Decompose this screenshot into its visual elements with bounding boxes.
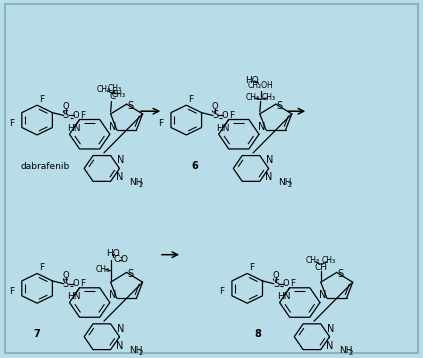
Text: N: N [265, 172, 272, 182]
Text: F: F [229, 111, 234, 120]
Text: F: F [39, 263, 44, 272]
Text: HN: HN [67, 292, 80, 301]
Text: NH: NH [339, 346, 352, 355]
Text: CH₂OH: CH₂OH [248, 81, 274, 91]
Text: C: C [109, 92, 115, 101]
Text: F: F [290, 279, 295, 288]
Text: O: O [221, 111, 228, 120]
Text: HN: HN [216, 124, 229, 133]
Text: F: F [80, 111, 85, 120]
Text: S: S [63, 111, 69, 120]
Text: CH₃: CH₃ [96, 265, 110, 274]
Text: CH₃: CH₃ [262, 93, 276, 102]
Text: S: S [273, 279, 279, 289]
Text: CH₃: CH₃ [108, 84, 122, 93]
Text: S: S [276, 101, 282, 111]
Text: S: S [337, 269, 343, 279]
Text: CH₃: CH₃ [112, 90, 126, 99]
Text: C: C [114, 255, 120, 264]
Text: N: N [116, 340, 124, 350]
Text: HO: HO [106, 249, 120, 258]
Text: O: O [273, 271, 279, 280]
Text: F: F [188, 95, 193, 104]
Text: 2: 2 [138, 182, 143, 188]
Text: NH: NH [129, 346, 143, 355]
Text: F: F [220, 287, 225, 296]
Text: N: N [117, 155, 124, 165]
Text: CH₃: CH₃ [305, 256, 319, 265]
Text: F: F [159, 119, 164, 128]
Text: dabrafenib: dabrafenib [21, 161, 70, 171]
Text: F: F [39, 95, 44, 104]
Text: O: O [72, 111, 79, 120]
Text: N: N [109, 290, 116, 300]
Text: CH₃: CH₃ [245, 93, 259, 102]
Text: 2: 2 [138, 350, 143, 356]
Text: N: N [319, 290, 326, 300]
Text: O: O [282, 279, 289, 288]
Text: O: O [212, 102, 218, 111]
Text: N: N [266, 155, 273, 165]
Text: F: F [9, 119, 14, 128]
Text: 2: 2 [348, 350, 353, 356]
Text: HN: HN [67, 124, 80, 133]
Text: CH₃: CH₃ [97, 85, 111, 94]
Text: O: O [63, 102, 69, 111]
Text: N: N [326, 340, 333, 350]
Text: S: S [212, 111, 218, 120]
Text: 6: 6 [191, 161, 198, 171]
Text: 2: 2 [287, 182, 292, 188]
Text: N: N [258, 122, 265, 132]
Text: HN: HN [277, 292, 290, 301]
Text: NH: NH [278, 178, 291, 187]
Text: N: N [116, 172, 124, 182]
Text: CH₃: CH₃ [321, 256, 335, 265]
Text: O: O [121, 255, 128, 264]
Text: O: O [72, 279, 79, 288]
Text: O: O [63, 271, 69, 280]
Text: F: F [9, 287, 14, 296]
Text: 7: 7 [34, 329, 41, 339]
Text: NH: NH [129, 178, 143, 187]
Text: N: N [327, 324, 334, 334]
Text: 8: 8 [254, 329, 261, 339]
Text: HO: HO [245, 76, 259, 85]
Text: F: F [80, 279, 85, 288]
Text: N: N [109, 122, 116, 132]
Text: S: S [63, 279, 69, 289]
Text: N: N [117, 324, 124, 334]
Text: F: F [249, 263, 254, 272]
Text: S: S [127, 101, 133, 111]
Text: S: S [127, 269, 133, 279]
Text: CH: CH [314, 263, 327, 272]
